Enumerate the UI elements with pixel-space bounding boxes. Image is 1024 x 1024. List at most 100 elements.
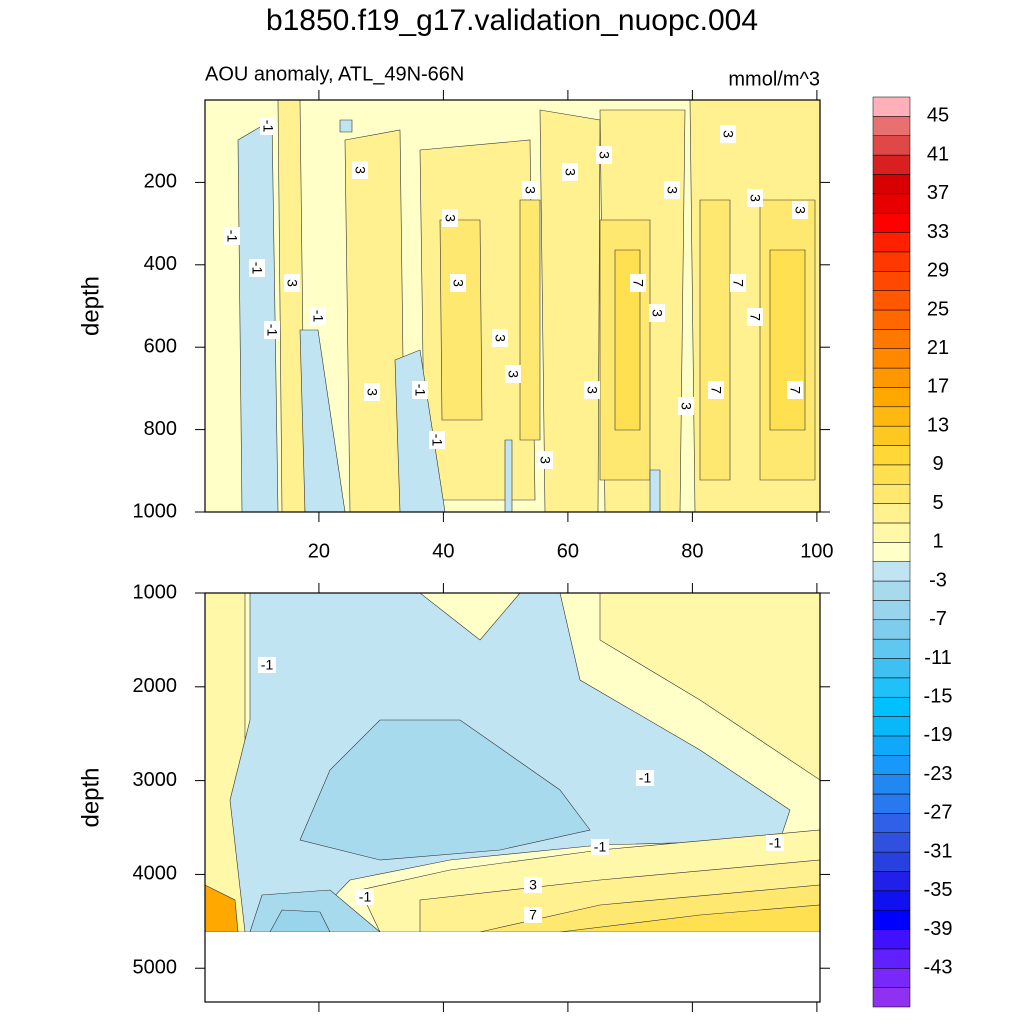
contour-label-group: 3 bbox=[664, 181, 680, 199]
y-tick-label: 600 bbox=[144, 335, 177, 357]
contour-label: -1 bbox=[260, 120, 276, 133]
label-box bbox=[522, 181, 538, 199]
colorbar-label: -31 bbox=[924, 840, 953, 862]
colorbar-label: 45 bbox=[927, 105, 949, 127]
contour-label-group: -1 bbox=[591, 839, 609, 855]
contour-label-group: 3 bbox=[584, 381, 600, 399]
label-box bbox=[664, 181, 680, 199]
colorbar-box bbox=[872, 696, 911, 717]
subtitle: AOU anomaly, ATL_49N-66N bbox=[205, 63, 464, 85]
colorbar-box bbox=[872, 871, 911, 892]
colorbar-box bbox=[872, 600, 911, 621]
colorbar-label: -27 bbox=[924, 802, 953, 824]
contour-fill bbox=[504, 439, 513, 513]
colorbar-box bbox=[872, 232, 911, 253]
contour-label: 3 bbox=[505, 370, 521, 378]
colorbar-box bbox=[872, 464, 911, 485]
y-axis-label: depth bbox=[77, 767, 104, 827]
colorbar-box bbox=[872, 580, 911, 601]
colorbar-box bbox=[872, 348, 911, 369]
y-axis-label: depth bbox=[77, 276, 104, 336]
contour-label: 3 bbox=[678, 402, 694, 410]
colorbar-box bbox=[872, 503, 911, 524]
x-tick-label: 100 bbox=[800, 540, 833, 562]
contour-label: 3 bbox=[584, 386, 600, 394]
colorbar-box bbox=[872, 890, 911, 911]
y-tick-label: 800 bbox=[144, 418, 177, 440]
colorbar-label: 41 bbox=[927, 143, 949, 165]
label-box bbox=[591, 839, 609, 855]
units: mmol/m^3 bbox=[728, 68, 820, 90]
x-tick-label: 80 bbox=[681, 540, 703, 562]
colorbar-label: 21 bbox=[927, 337, 949, 359]
contour-label-group: 3 bbox=[442, 209, 458, 227]
label-box bbox=[364, 383, 380, 401]
contour-label: 3 bbox=[522, 186, 538, 194]
label-box bbox=[284, 274, 300, 292]
contour-fill bbox=[277, 99, 306, 513]
contour-label: -1 bbox=[359, 889, 372, 905]
y-tick-label: 4000 bbox=[133, 863, 178, 885]
label-box bbox=[792, 201, 808, 219]
colorbar-label: -23 bbox=[924, 763, 953, 785]
y-tick-label: 200 bbox=[144, 171, 177, 193]
colorbar-label: 29 bbox=[927, 260, 949, 282]
contour-fill bbox=[699, 199, 731, 481]
contour-label-group: 3 bbox=[364, 383, 380, 401]
colorbar-box bbox=[872, 522, 911, 543]
colorbar-box bbox=[872, 445, 911, 466]
label-box bbox=[352, 161, 368, 179]
colorbar-box bbox=[872, 387, 911, 408]
colorbar-box bbox=[872, 406, 911, 427]
colorbar-box bbox=[872, 929, 911, 950]
colorbar-box bbox=[872, 116, 911, 136]
colorbar-label: -39 bbox=[924, 918, 953, 940]
colorbar-box bbox=[872, 968, 911, 988]
label-box bbox=[766, 835, 784, 851]
contour-label-group: -1 bbox=[224, 227, 240, 245]
y-tick-label: 2000 bbox=[133, 675, 178, 697]
label-box bbox=[442, 209, 458, 227]
colorbar-box bbox=[872, 542, 911, 562]
label-box bbox=[258, 657, 276, 673]
plot-frame bbox=[204, 592, 821, 1003]
contour-label-group: -1 bbox=[412, 381, 428, 399]
label-box bbox=[730, 274, 746, 292]
colorbar-box bbox=[872, 813, 911, 833]
colorbar-box bbox=[872, 135, 911, 156]
colorbar-label: 17 bbox=[927, 376, 949, 398]
contour-label-group: 3 bbox=[596, 146, 612, 164]
contour-label: 3 bbox=[450, 279, 466, 287]
contour-label-group: -1 bbox=[766, 835, 784, 851]
contour-label: -1 bbox=[769, 835, 782, 851]
colorbar-box bbox=[872, 987, 911, 1008]
contour-label-group: 3 bbox=[792, 201, 808, 219]
label-box bbox=[596, 146, 612, 164]
label-box bbox=[787, 381, 803, 399]
label-box bbox=[584, 381, 600, 399]
contour-label: 3 bbox=[747, 194, 763, 202]
colorbar-box bbox=[872, 367, 911, 388]
label-box bbox=[310, 307, 326, 325]
contour-label-group: 7 bbox=[708, 381, 724, 399]
x-tick-label: 60 bbox=[557, 540, 579, 562]
colorbar-box bbox=[872, 290, 911, 311]
colorbar-box bbox=[872, 193, 911, 214]
contour-label: -1 bbox=[249, 262, 265, 275]
contour-label: 7 bbox=[630, 279, 646, 287]
colorbar-box bbox=[872, 638, 911, 659]
contour-label: 3 bbox=[442, 214, 458, 222]
contour-fill bbox=[237, 119, 279, 513]
label-box bbox=[720, 125, 736, 143]
colorbar-label: 13 bbox=[927, 414, 949, 436]
colorbar-box bbox=[872, 425, 911, 446]
colorbar-box bbox=[872, 154, 911, 175]
label-box bbox=[562, 163, 578, 181]
label-box bbox=[429, 431, 445, 449]
colorbar-label: -19 bbox=[924, 724, 953, 746]
contour-label: -1 bbox=[594, 839, 607, 855]
colorbar-label: -15 bbox=[924, 685, 953, 707]
colorbar-box bbox=[872, 677, 911, 698]
colorbar-box bbox=[872, 909, 911, 930]
contour-label: 3 bbox=[529, 877, 537, 893]
